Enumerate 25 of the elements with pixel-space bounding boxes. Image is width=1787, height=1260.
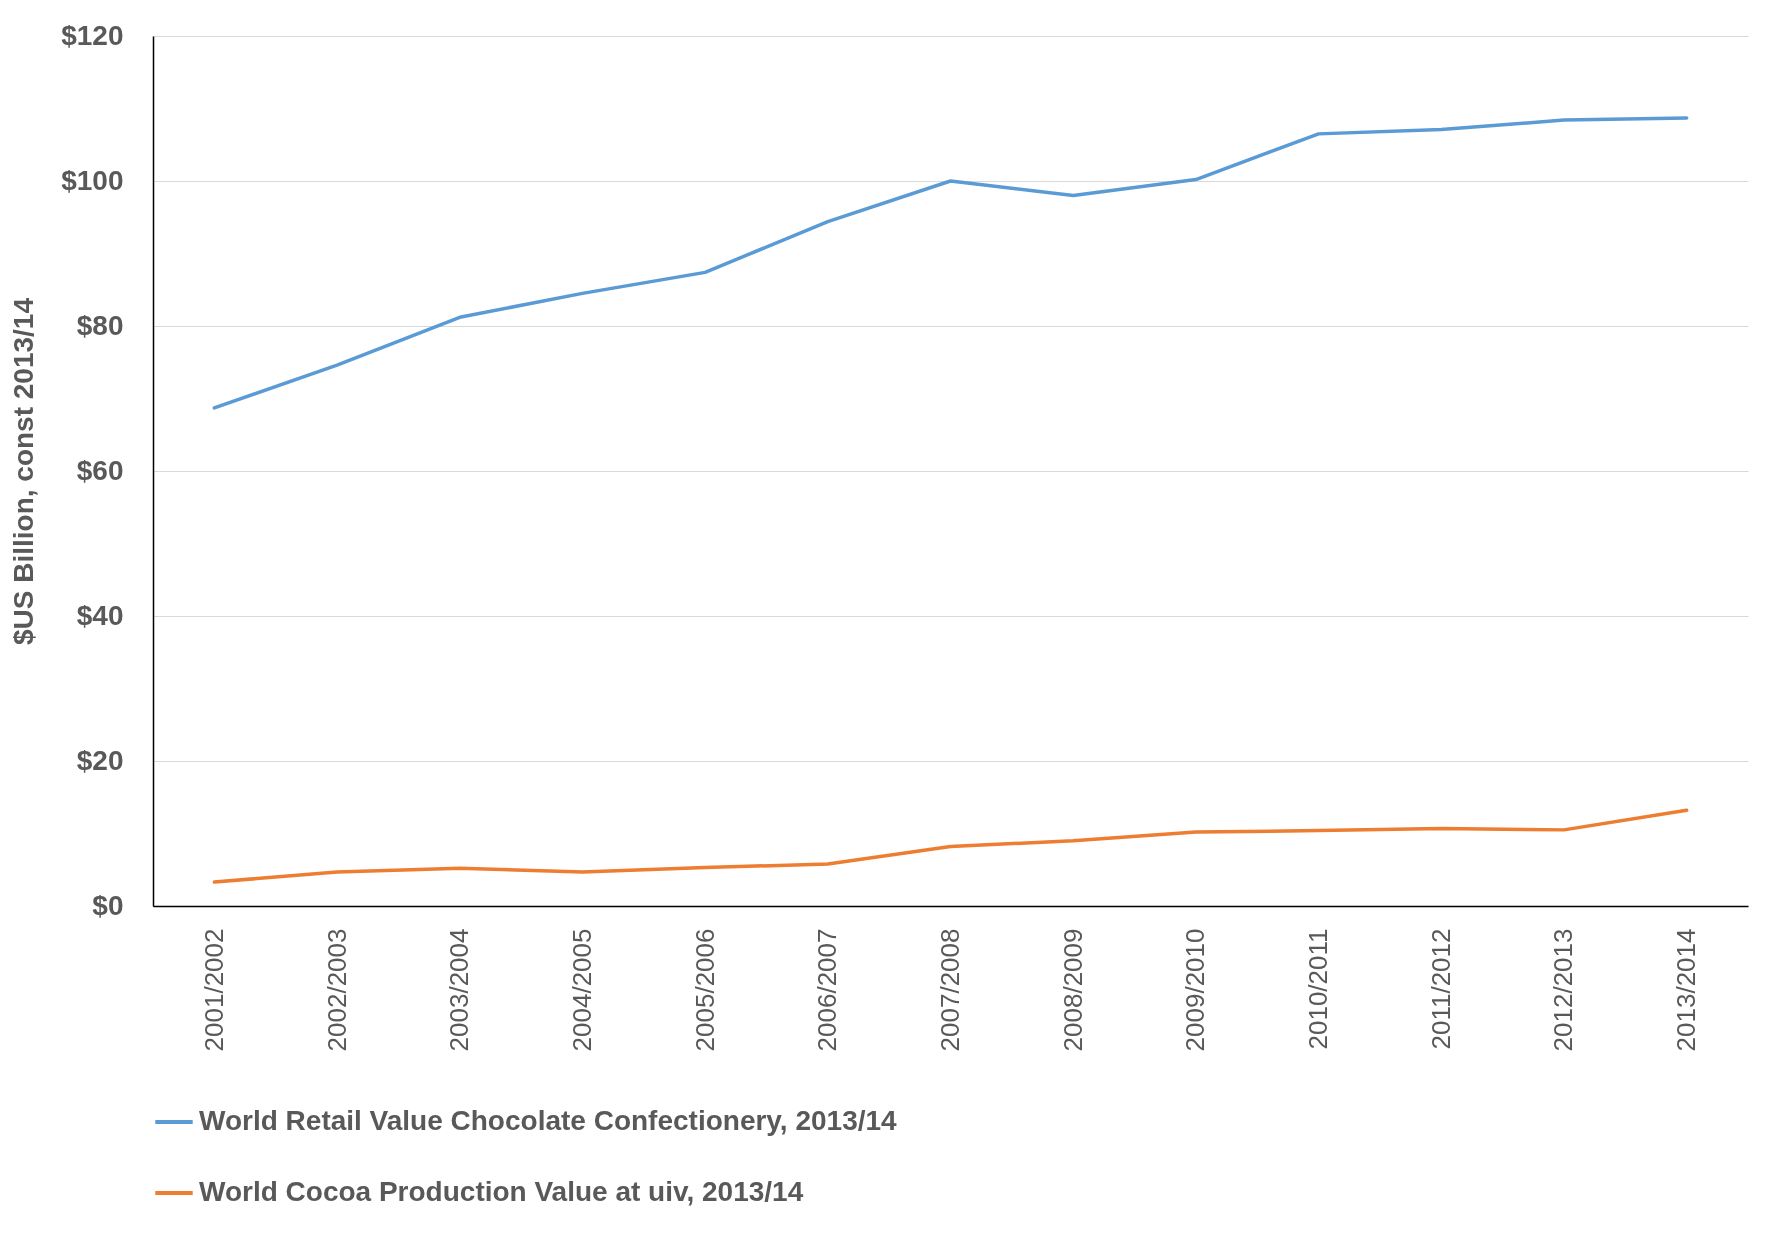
x-tick-label: 2001/2002 xyxy=(198,928,229,1052)
y-tick-label: $120 xyxy=(61,19,124,51)
x-tick-label: 2010/2011 xyxy=(1303,928,1334,1050)
x-tick-label: 2003/2004 xyxy=(444,928,475,1052)
legend-label: World Cocoa Production Value at uiv, 2013/14 xyxy=(199,1176,804,1207)
x-tick-label: 2009/2010 xyxy=(1180,928,1211,1052)
y-tick-label: $20 xyxy=(76,744,124,776)
x-tick-label: 2008/2009 xyxy=(1057,928,1088,1052)
x-tick-label: 2004/2005 xyxy=(566,928,597,1052)
x-tick-label: 2011/2012 xyxy=(1425,928,1456,1050)
y-axis-title: $US Billion, const 2013/14 xyxy=(8,297,40,646)
line-series xyxy=(212,116,1689,410)
y-tick-label: $40 xyxy=(76,599,124,631)
x-tick-label: 2012/2013 xyxy=(1548,928,1579,1052)
y-tick-label: $0 xyxy=(92,889,124,921)
y-tick-label: $80 xyxy=(76,309,124,341)
legend-label: World Retail Value Chocolate Confectionery, 2013/14 xyxy=(199,1105,898,1136)
x-tick-label: 2006/2007 xyxy=(812,928,843,1052)
x-tick-label: 2013/2014 xyxy=(1671,928,1702,1052)
x-tick-label: 2007/2008 xyxy=(935,928,965,1052)
line-series xyxy=(212,808,1689,884)
x-tick-label: 2002/2003 xyxy=(321,928,352,1052)
y-tick-label: $100 xyxy=(61,164,124,196)
x-tick-label: 2005/2006 xyxy=(689,928,720,1052)
y-tick-label: $60 xyxy=(76,454,124,486)
